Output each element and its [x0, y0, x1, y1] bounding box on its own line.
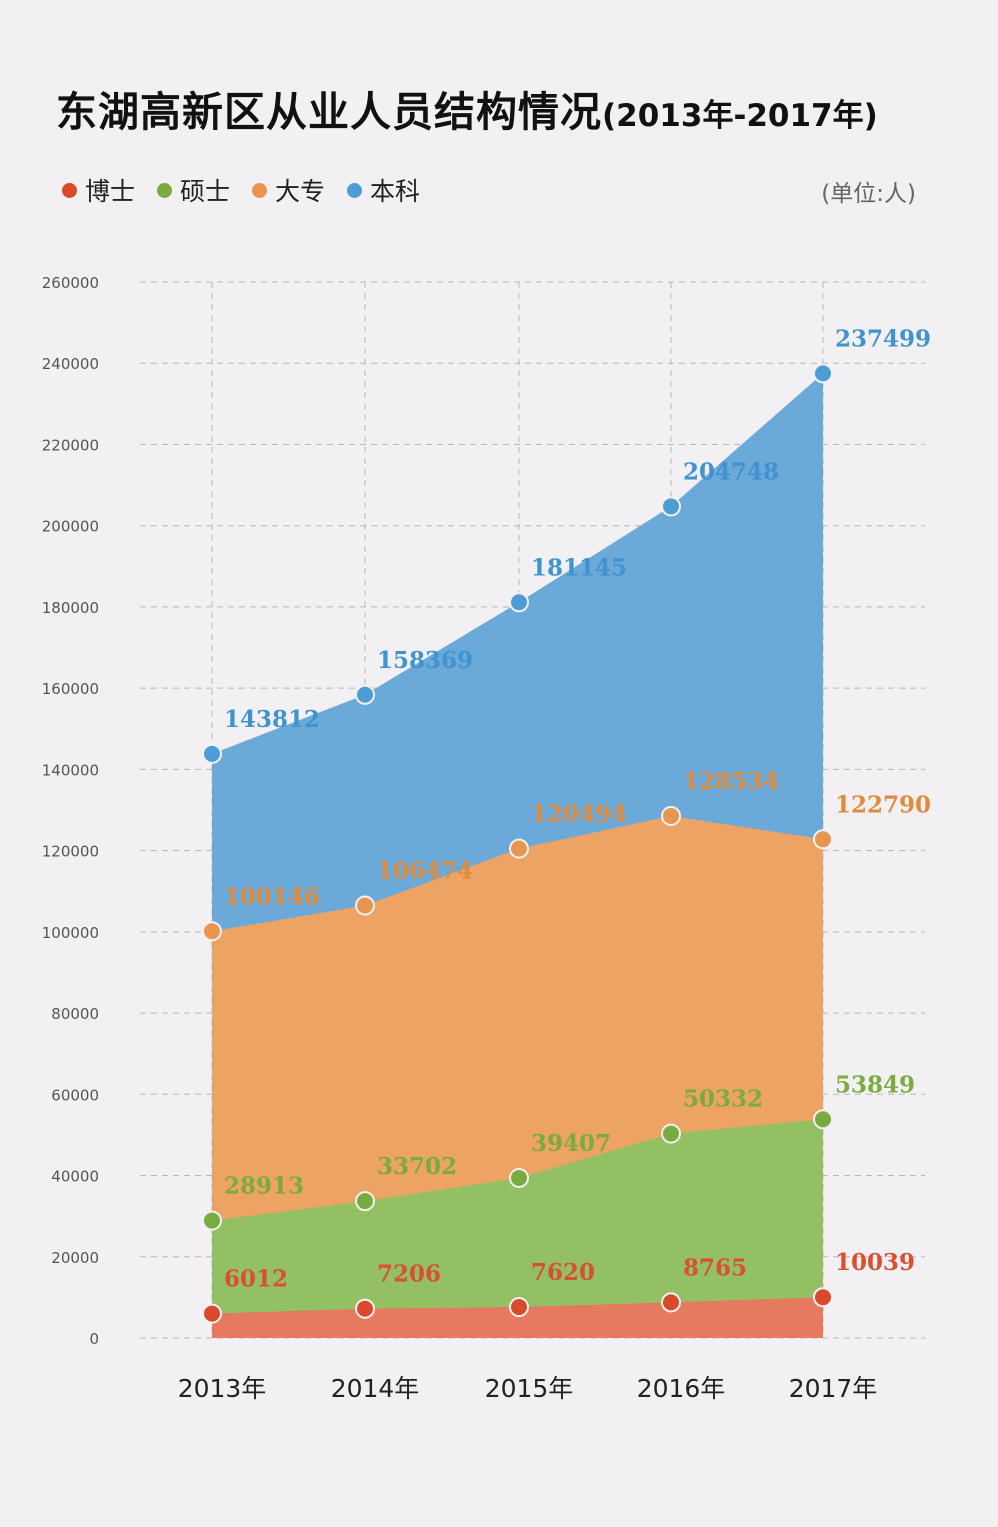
point-master	[661, 1123, 681, 1144]
point-master	[202, 1210, 222, 1231]
data-label-master: 39407	[531, 1130, 611, 1157]
chart-title: 东湖高新区从业人员结构情况(2013年-2017年)	[56, 78, 878, 138]
point-college	[202, 921, 222, 942]
unit-label: (单位:人)	[821, 181, 916, 207]
data-label-college: 128534	[683, 768, 779, 795]
chart-title-sub: (2013年-2017年)	[602, 98, 878, 134]
y-tick-label: 40000	[51, 1168, 99, 1186]
data-label-phd: 7206	[377, 1261, 441, 1288]
chart-legend: 博士 硕士 大专 本科	[62, 172, 420, 208]
label-layer: 6012 7206 7620 8765 10039 28913 33702 39407 5033…	[224, 325, 931, 1292]
legend-dot-college	[252, 182, 268, 198]
data-label-master: 28913	[224, 1173, 304, 1200]
data-label-phd: 8765	[683, 1254, 747, 1281]
data-label-master: 50332	[683, 1086, 763, 1113]
point-phd	[509, 1297, 529, 1318]
x-tick-label: 2013年	[178, 1374, 267, 1403]
x-tick-label: 2015年	[485, 1374, 574, 1403]
legend-item-bachelor: 本科	[347, 172, 420, 208]
point-bachelor	[509, 592, 529, 613]
point-bachelor	[813, 363, 833, 384]
point-master	[509, 1167, 529, 1188]
point-bachelor	[355, 684, 375, 705]
y-tick-label: 60000	[51, 1086, 99, 1104]
legend-label-college: 大专	[275, 177, 326, 206]
legend-item-phd: 博士	[62, 172, 135, 208]
legend-dot-master	[157, 182, 173, 198]
y-tick-label: 240000	[42, 355, 99, 373]
y-tick-label: 160000	[42, 680, 99, 698]
data-label-master: 53849	[835, 1071, 915, 1098]
legend-dot-phd	[62, 182, 77, 198]
point-phd	[355, 1298, 375, 1319]
data-label-college: 122790	[835, 791, 931, 818]
point-phd	[813, 1287, 833, 1308]
y-tick-label: 20000	[51, 1249, 99, 1267]
data-label-college: 100146	[224, 883, 320, 910]
data-label-phd: 6012	[224, 1266, 288, 1293]
data-label-college: 120494	[531, 801, 627, 828]
legend-dot-bachelor	[347, 182, 363, 198]
data-label-college: 106474	[377, 858, 473, 885]
x-tick-label: 2017年	[789, 1374, 878, 1403]
y-tick-label: 260000	[42, 274, 99, 292]
y-tick-label: 180000	[42, 599, 99, 617]
y-tick-label: 120000	[42, 843, 99, 861]
legend-label-bachelor: 本科	[370, 177, 421, 206]
point-college	[661, 805, 681, 826]
legend-item-college: 大专	[252, 172, 325, 208]
data-label-bachelor: 158369	[377, 647, 473, 674]
data-label-bachelor: 181145	[531, 554, 627, 581]
y-tick-label: 140000	[42, 761, 99, 779]
data-label-phd: 7620	[531, 1259, 595, 1286]
y-tick-label: 0	[89, 1330, 99, 1348]
point-layer	[202, 363, 833, 1324]
x-tick-label: 2014年	[331, 1374, 420, 1403]
point-college	[813, 829, 833, 850]
data-label-bachelor: 204748	[683, 458, 779, 485]
point-college	[509, 838, 529, 859]
chart-title-main: 东湖高新区从业人员结构情况	[56, 88, 602, 136]
x-tick-label: 2016年	[637, 1374, 726, 1403]
point-master	[813, 1109, 833, 1130]
data-label-bachelor: 237499	[835, 325, 931, 352]
point-phd	[202, 1303, 222, 1324]
area-master	[212, 1119, 823, 1338]
point-master	[355, 1191, 375, 1212]
legend-label-phd: 博士	[85, 177, 136, 206]
data-label-bachelor: 143812	[224, 706, 320, 733]
y-tick-label: 80000	[51, 1005, 99, 1023]
point-phd	[661, 1292, 681, 1313]
axis-layer: 0 20000 40000 60000 80000 100000 120000 140000 1…	[42, 274, 878, 1403]
y-tick-label: 100000	[42, 924, 99, 942]
y-tick-label: 200000	[42, 518, 99, 536]
point-bachelor	[661, 496, 681, 517]
legend-item-master: 硕士	[157, 172, 230, 208]
legend-label-master: 硕士	[180, 177, 231, 206]
data-label-phd: 10039	[835, 1249, 915, 1276]
point-college	[355, 895, 375, 916]
y-tick-label: 220000	[42, 436, 99, 454]
point-bachelor	[202, 743, 222, 764]
data-label-master: 33702	[377, 1153, 457, 1180]
